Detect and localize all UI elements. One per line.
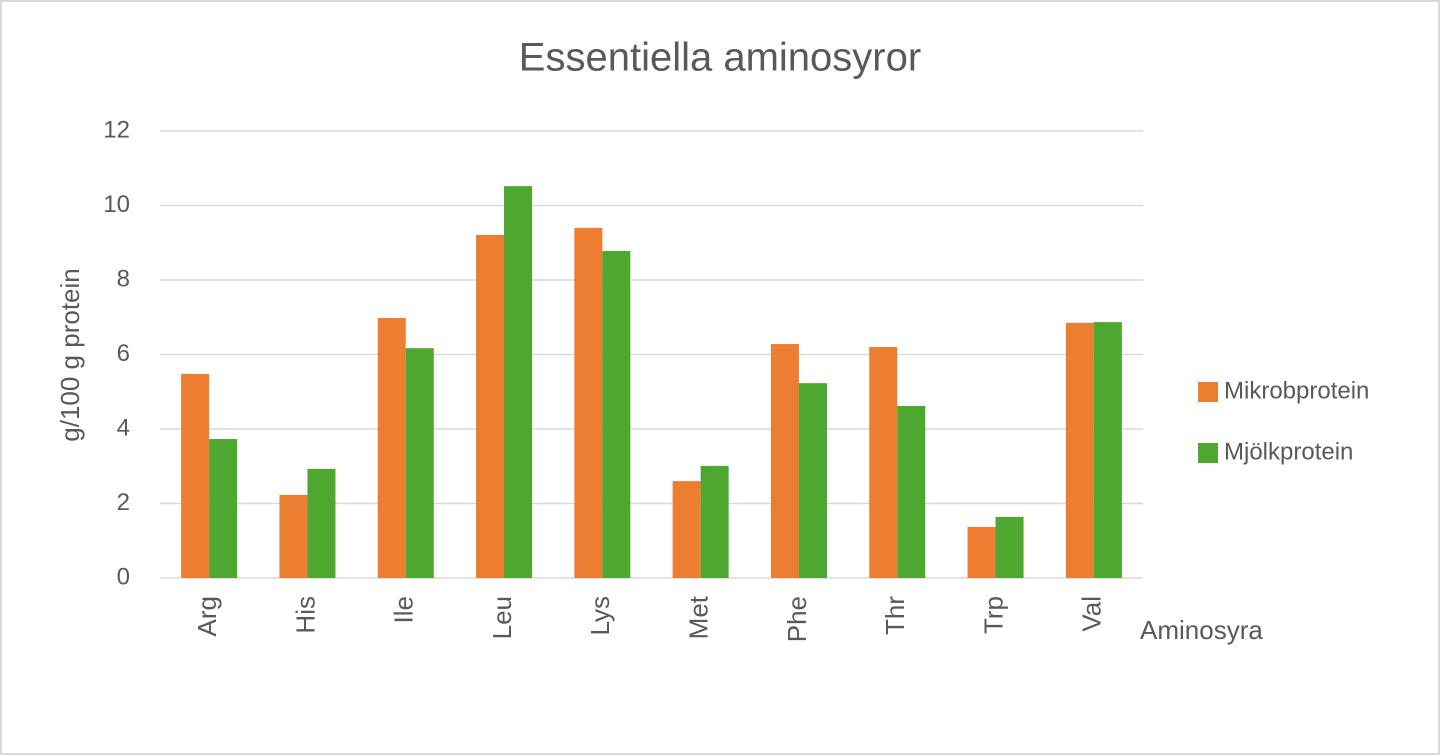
bar [1093, 322, 1122, 578]
x-tick-label: Arg [192, 596, 222, 636]
bar [1065, 322, 1094, 578]
chart-title: Essentiella aminosyror [519, 36, 921, 80]
bar [279, 494, 308, 578]
bar [995, 516, 1024, 578]
y-tick-label: 2 [117, 489, 130, 516]
x-tick-label: Trp [978, 596, 1008, 634]
bar [405, 348, 434, 578]
bar [770, 344, 799, 578]
y-tick-label: 12 [103, 116, 130, 143]
x-tick-label: Val [1077, 596, 1107, 632]
bar [700, 465, 729, 578]
y-tick-label: 6 [117, 340, 130, 367]
y-axis-title: g/100 g protein [55, 268, 85, 441]
x-tick-label: Leu [487, 596, 517, 639]
x-tick-label: Ile [389, 596, 419, 623]
legend-swatch [1198, 443, 1218, 463]
bar [377, 317, 406, 578]
bar [574, 227, 603, 578]
bar [672, 481, 701, 578]
bar [307, 468, 336, 578]
x-tick-label: Thr [880, 596, 910, 635]
y-tick-label: 0 [117, 563, 130, 590]
x-tick-label: Met [684, 595, 714, 639]
legend-label: Mikrobprotein [1224, 377, 1369, 404]
bar [602, 250, 631, 578]
bar [897, 405, 926, 578]
bar [476, 234, 505, 579]
x-tick-label: Lys [585, 596, 615, 636]
x-tick-label: Phe [782, 596, 812, 642]
y-tick-label: 4 [117, 414, 130, 441]
legend-swatch [1198, 382, 1218, 402]
y-tick-label: 8 [117, 265, 130, 292]
x-axis-title: Aminosyra [1140, 615, 1263, 645]
bar [209, 439, 238, 578]
bar [798, 383, 827, 578]
bar [869, 347, 898, 578]
x-tick-label: His [290, 596, 320, 634]
bar [181, 373, 210, 578]
bar [967, 526, 996, 578]
legend-label: Mjölkprotein [1224, 438, 1353, 465]
bar [504, 186, 533, 578]
y-tick-label: 10 [103, 191, 130, 218]
